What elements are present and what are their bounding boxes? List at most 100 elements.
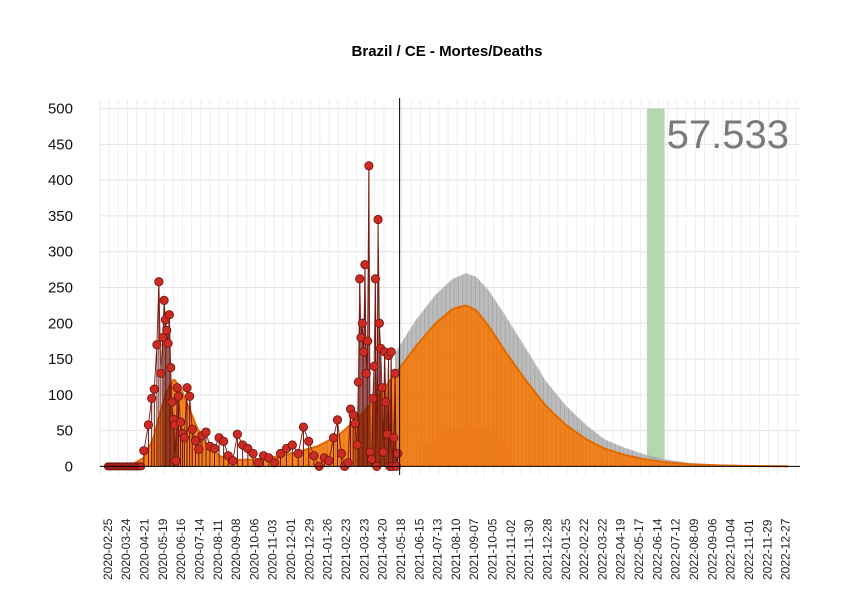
observed-point — [352, 440, 362, 450]
y-tick-label: 500 — [48, 101, 73, 118]
x-tick-label: 2021-11-30 — [522, 519, 536, 580]
observed-point — [166, 363, 176, 373]
y-tick-label: 350 — [48, 208, 73, 225]
x-tick-label: 2020-03-24 — [119, 518, 133, 580]
observed-point — [373, 214, 383, 225]
observed-point — [201, 427, 211, 437]
chart-title: Brazil / CE - Mortes/Deaths — [352, 43, 543, 60]
observed-point — [171, 456, 181, 466]
x-tick-label: 2021-12-28 — [540, 518, 554, 580]
x-tick-label: 2021-01-26 — [321, 518, 335, 580]
observed-point — [359, 347, 369, 357]
observed-point — [393, 448, 403, 459]
x-tick-label: 2022-12-27 — [779, 518, 793, 580]
x-tick-label: 2022-04-19 — [614, 518, 628, 580]
observed-point — [209, 443, 220, 454]
observed-point — [167, 397, 177, 407]
x-tick-label: 2020-06-16 — [174, 518, 188, 580]
x-tick-label: 2021-09-07 — [467, 518, 481, 580]
x-tick-label: 2020-08-11 — [211, 519, 225, 580]
x-tick-label: 2020-09-08 — [229, 518, 243, 580]
observed-point — [194, 444, 204, 454]
observed-point — [248, 448, 258, 459]
observed-point — [158, 332, 168, 343]
observed-point — [361, 368, 371, 378]
highlight-band — [646, 108, 665, 467]
observed-point — [355, 274, 365, 284]
x-tick-label: 2022-06-14 — [650, 518, 664, 580]
y-tick-label: 200 — [48, 315, 73, 332]
observed-point — [172, 383, 182, 393]
x-tick-label: 2022-09-06 — [705, 518, 719, 580]
y-tick-label: 450 — [48, 136, 73, 153]
x-tick-label: 2021-02-23 — [339, 518, 353, 580]
grid — [99, 100, 800, 475]
x-tick-label: 2022-07-12 — [669, 518, 683, 580]
observed-point — [228, 456, 238, 466]
x-tick-label: 2020-02-25 — [101, 518, 115, 580]
x-tick-label: 2021-06-15 — [412, 518, 426, 580]
observed-point — [389, 433, 399, 443]
observed-point — [275, 448, 286, 459]
x-tick-labels: 2020-02-25 2020-03-24 2020-04-21 2020-05-19… — [101, 518, 793, 580]
x-tick-label: 2020-04-21 — [137, 518, 151, 580]
x-tick-label: 2020-10-06 — [247, 518, 261, 580]
y-tick-label: 300 — [48, 244, 73, 261]
x-tick-label: 2020-12-01 — [284, 518, 298, 580]
observed-point — [264, 453, 274, 463]
observed-point — [381, 397, 391, 407]
y-tick-labels: 0 50 100 150 200 250 300 350 400 450 500 — [48, 101, 73, 476]
x-tick-label: 2020-07-14 — [192, 518, 206, 580]
observed-point — [386, 347, 396, 357]
observed-point — [348, 410, 358, 420]
x-tick-label: 2020-05-19 — [156, 518, 170, 580]
observed-point — [350, 418, 360, 429]
observed-point — [156, 368, 166, 378]
x-tick-label: 2022-03-22 — [595, 518, 609, 580]
observed-point — [390, 368, 400, 378]
observed-point — [253, 458, 263, 468]
observed-point — [185, 391, 195, 401]
observed-point — [353, 377, 364, 387]
observed-point — [270, 458, 280, 468]
observed-point — [362, 336, 373, 346]
y-tick-label: 150 — [48, 351, 73, 368]
observed-point — [175, 417, 186, 427]
observed-point — [309, 451, 319, 461]
observed-point — [324, 456, 334, 466]
observed-point — [293, 448, 303, 459]
observed-point — [332, 415, 343, 425]
x-tick-label: 2022-02-22 — [577, 518, 591, 580]
observed-point — [190, 436, 201, 446]
highlight-band-rect — [646, 108, 665, 467]
observed-point — [179, 433, 189, 443]
y-tick-label: 400 — [48, 172, 73, 189]
observed-point — [232, 429, 242, 439]
observed-point — [336, 448, 347, 459]
y-tick-label: 250 — [48, 280, 73, 297]
y-tick-label: 100 — [48, 387, 73, 404]
observed-point — [369, 361, 379, 371]
x-tick-label: 2022-05-17 — [632, 518, 646, 580]
x-tick-label: 2021-08-10 — [449, 518, 463, 580]
x-tick-label: 2021-10-05 — [486, 518, 500, 580]
observed-point — [187, 424, 197, 434]
x-tick-label: 2020-12-29 — [302, 518, 316, 580]
observed-point — [378, 447, 388, 457]
observed-point — [182, 383, 192, 393]
axes — [100, 98, 800, 475]
observed-point — [163, 338, 173, 348]
observed-point — [154, 277, 164, 287]
observed-point — [143, 420, 154, 430]
x-tick-label: 2020-11-03 — [266, 519, 280, 580]
observed-point — [162, 325, 172, 336]
y-tick-label: 50 — [56, 423, 73, 440]
observed-point — [360, 259, 370, 270]
observed-point — [287, 440, 297, 450]
observed-point — [368, 393, 378, 404]
observed-point — [374, 318, 384, 328]
total-deaths-label: 57.533 — [667, 113, 789, 157]
observed-point — [328, 433, 339, 443]
observed-series — [103, 161, 403, 472]
